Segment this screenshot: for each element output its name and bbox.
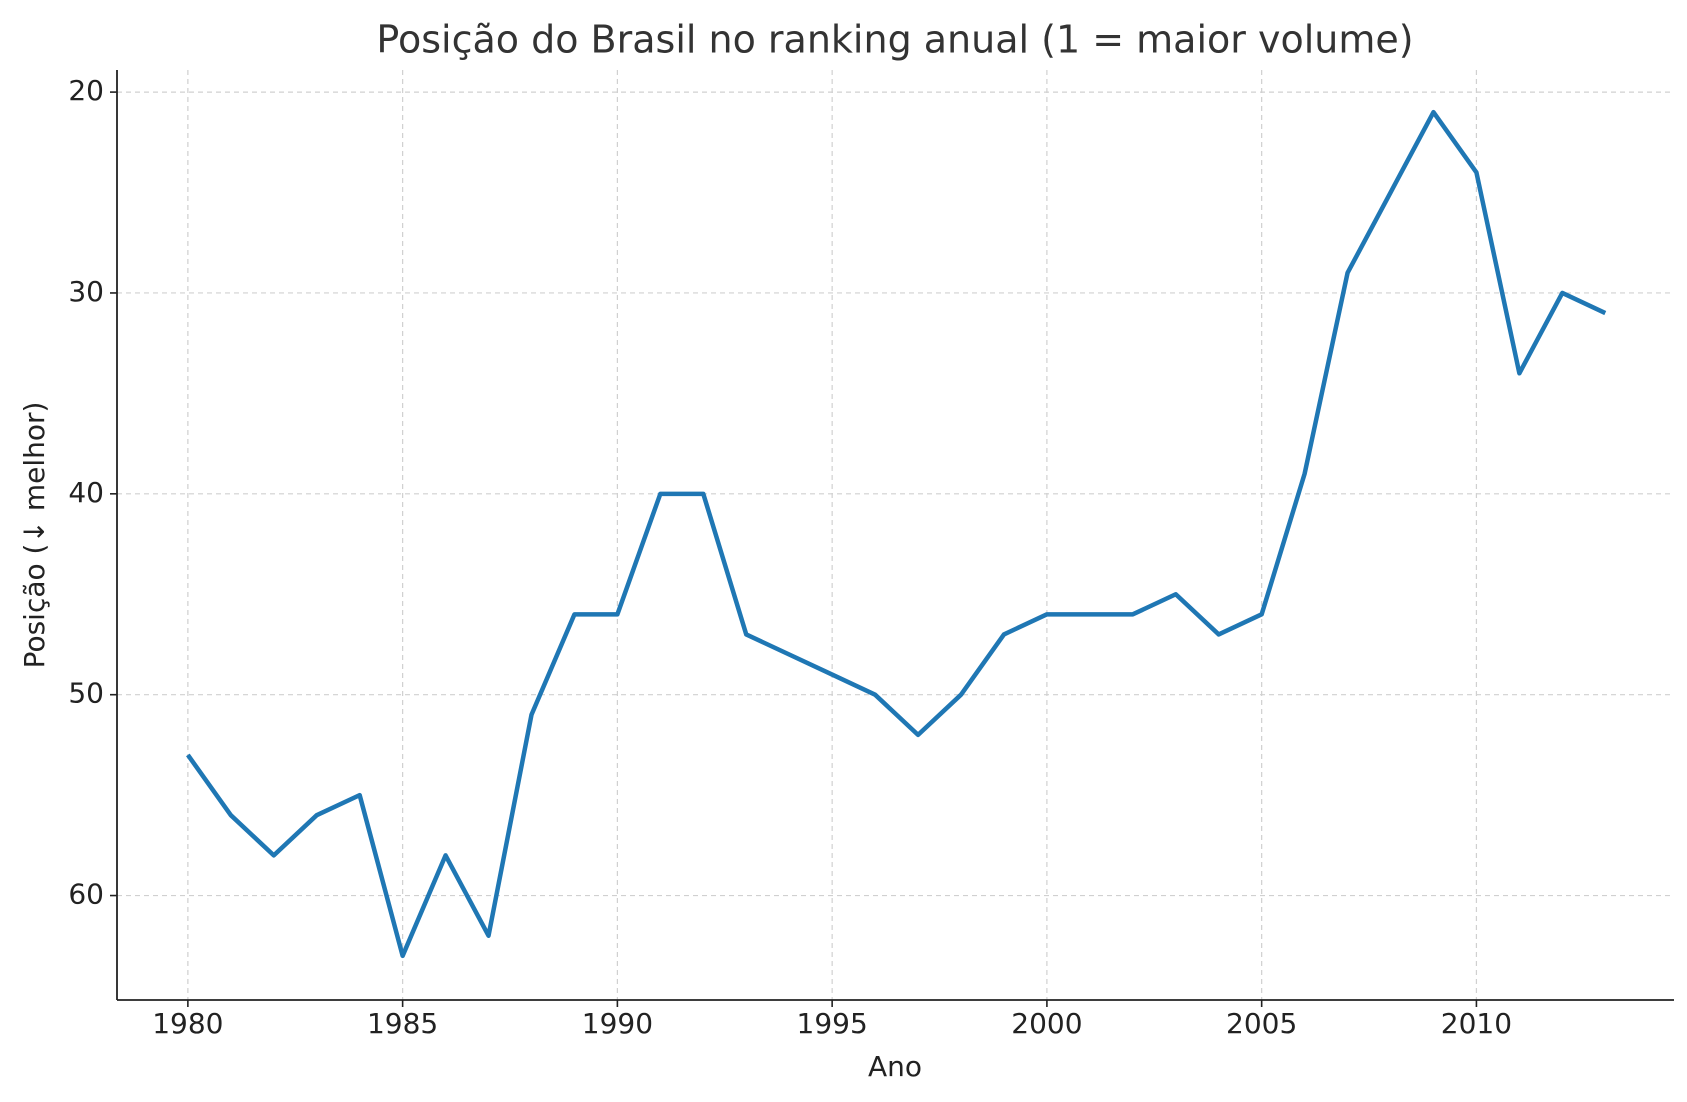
x-tick-label: 2000 [1011,1007,1082,1040]
y-tick-label: 30 [68,275,104,308]
x-tick-label: 1980 [152,1007,223,1040]
y-tick-label: 40 [68,476,104,509]
x-tick-label: 1995 [797,1007,868,1040]
y-tick-label: 60 [68,878,104,911]
x-tick-label: 2005 [1226,1007,1297,1040]
y-tick-label: 20 [68,74,104,107]
x-axis-label: Ano [868,1050,922,1083]
x-tick-label: 1990 [582,1007,653,1040]
x-tick-label: 2010 [1441,1007,1512,1040]
x-tick-label: 1985 [367,1007,438,1040]
chart-title: Posição do Brasil no ranking anual (1 = … [376,18,1413,62]
y-tick-label: 50 [68,677,104,710]
y-axis-label: Posição (↓ melhor) [18,402,51,669]
data-line [186,109,1607,959]
